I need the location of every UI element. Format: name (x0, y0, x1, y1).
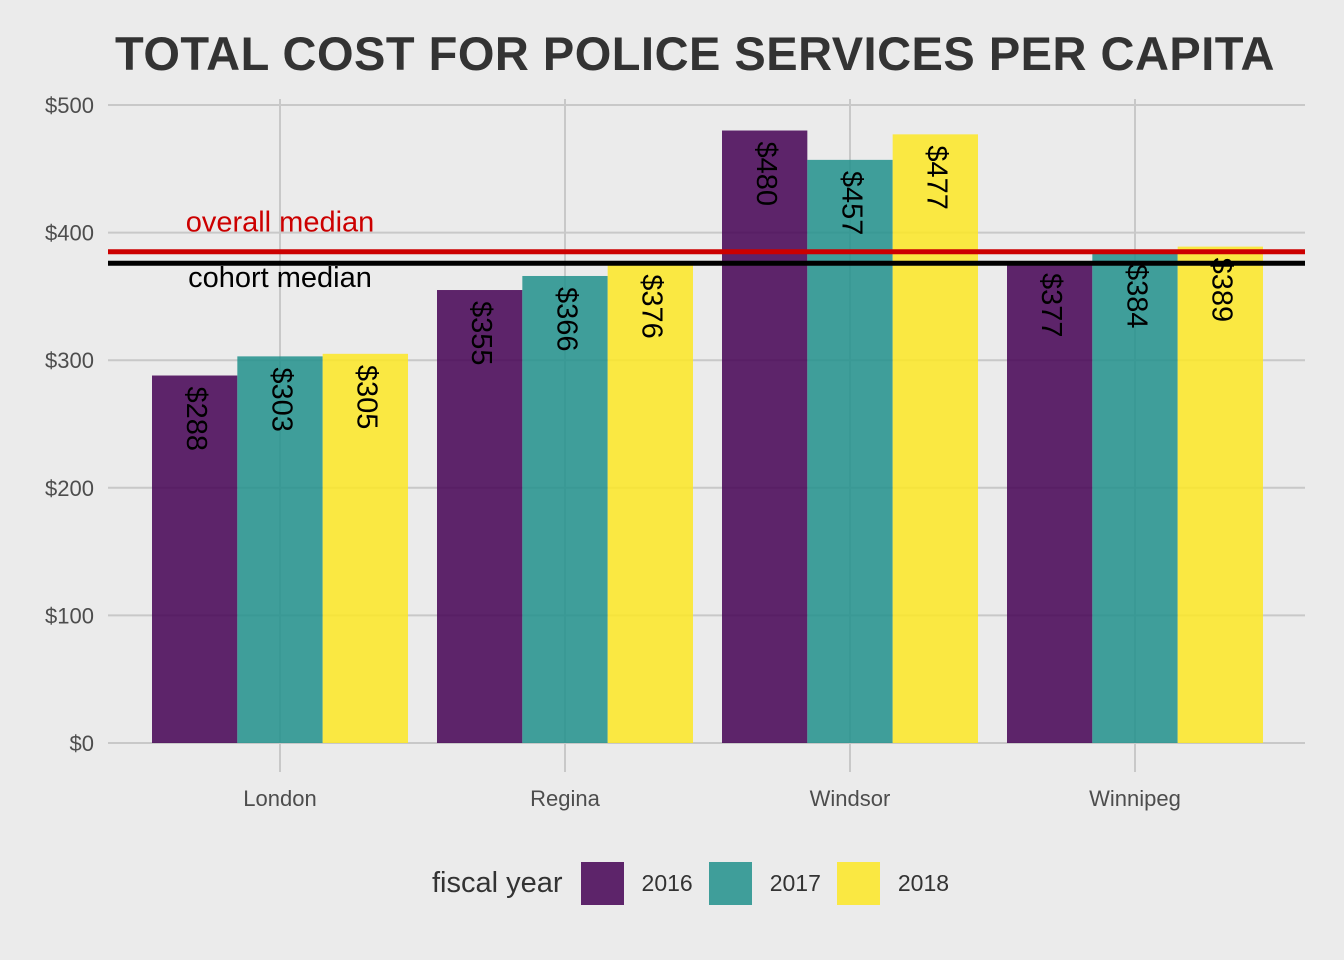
bar-data-label: $384 (1120, 264, 1152, 329)
bar-data-label: $305 (351, 365, 383, 430)
bar-2017-winnipeg (1092, 253, 1178, 744)
legend-item-2016: 2016 (580, 861, 693, 905)
bar-2017-windsor (807, 159, 893, 744)
bar-2018-regina (607, 263, 693, 743)
chart-title: TOTAL COST FOR POLICE SERVICES PER CAPIT… (115, 27, 1275, 80)
bar-2018-london (322, 353, 408, 743)
bar-data-label: $457 (835, 171, 867, 236)
bar-2016-london (152, 375, 238, 743)
bar-data-label: $377 (1035, 273, 1067, 338)
y-tick-label: $100 (45, 603, 94, 628)
y-tick-label: $500 (45, 93, 94, 118)
bar-2016-winnipeg (1007, 261, 1093, 743)
legend-swatch-2017 (708, 861, 752, 905)
y-tick-label: $0 (70, 731, 94, 756)
legend-swatch-2018 (836, 861, 880, 905)
bar-2017-london (237, 356, 323, 743)
bar-data-label: $303 (265, 367, 297, 432)
bar-data-label: $389 (1206, 258, 1238, 323)
bar-data-label: $376 (636, 274, 668, 339)
bar-data-label: $477 (921, 145, 953, 210)
bar-data-label: $288 (180, 387, 212, 452)
legend-swatch-2016 (580, 861, 624, 905)
bar-2016-regina (437, 290, 523, 743)
bar-2017-regina (522, 275, 608, 743)
x-tick-label: Regina (530, 786, 600, 811)
reference-label-cohort-median: cohort median (188, 262, 372, 294)
bar-data-label: $480 (750, 142, 782, 207)
y-tick-label: $200 (45, 476, 94, 501)
bar-2018-windsor (892, 134, 978, 743)
legend-label-2017: 2017 (769, 869, 821, 896)
y-tick-label: $300 (45, 348, 94, 373)
reference-label-overall-median: overall median (186, 207, 375, 239)
bar-data-label: $366 (550, 287, 582, 352)
x-tick-label: London (243, 786, 316, 811)
x-tick-label: Winnipeg (1089, 786, 1181, 811)
legend-title: fiscal year (432, 866, 563, 899)
legend-item-2018: 2018 (836, 861, 950, 905)
legend: fiscal year 2016 2017 2018 (432, 860, 965, 906)
y-tick-label: $400 (45, 221, 94, 246)
bar-2016-windsor (722, 130, 808, 743)
legend-label-2018: 2018 (897, 869, 950, 896)
x-tick-label: Windsor (810, 786, 891, 811)
legend-item-2017: 2017 (708, 861, 821, 905)
legend-label-2016: 2016 (641, 869, 693, 896)
bar-data-label: $355 (465, 301, 497, 366)
bar-2018-winnipeg (1177, 246, 1263, 744)
